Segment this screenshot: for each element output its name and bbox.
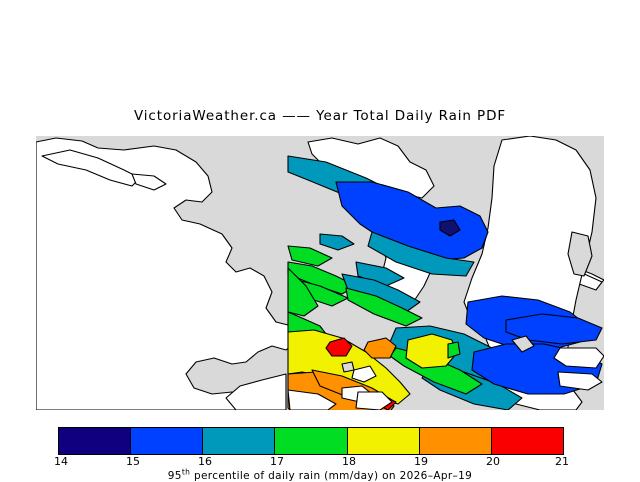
inland-water-1 bbox=[567, 231, 593, 277]
foreground-land-layer bbox=[225, 347, 604, 410]
south-peninsula-white bbox=[225, 373, 287, 410]
region-yellow-hole bbox=[341, 361, 355, 373]
colorbar-swatch-4[interactable] bbox=[347, 428, 420, 454]
region-far-east-hole bbox=[511, 335, 535, 353]
region-islet-teal-2[interactable] bbox=[355, 261, 405, 287]
rain-value-regions[interactable] bbox=[287, 155, 603, 410]
region-central-green-block[interactable] bbox=[287, 267, 319, 317]
colorbar-caption: 95th percentile of daily rain (mm/day) o… bbox=[0, 467, 640, 482]
south-islet-white-1 bbox=[287, 389, 337, 410]
colorbar-swatch-6[interactable] bbox=[491, 428, 563, 454]
caption-rest: percentile of daily rain (mm/day) on 202… bbox=[190, 470, 473, 482]
small-red-island[interactable] bbox=[325, 337, 353, 357]
caption-ordinal-suffix: th bbox=[181, 467, 191, 477]
region-ne-island-south-shelf[interactable] bbox=[367, 231, 475, 277]
colorbar-tick-7: 21 bbox=[555, 455, 569, 468]
region-islet-teal-1[interactable] bbox=[319, 233, 355, 251]
region-north-east-island-notch bbox=[439, 219, 461, 237]
map-panel[interactable] bbox=[36, 136, 604, 410]
colorbar-tick-2: 16 bbox=[198, 455, 212, 468]
rain-percentile-map[interactable] bbox=[36, 136, 604, 410]
colorbar-swatch-0[interactable] bbox=[59, 428, 132, 454]
colorbar-tick-5: 19 bbox=[414, 455, 428, 468]
small-orange-island[interactable] bbox=[363, 337, 397, 359]
far-east-white-tail-2 bbox=[557, 371, 603, 391]
colorbar-tick-1: 15 bbox=[126, 455, 140, 468]
colorbar[interactable] bbox=[58, 427, 564, 455]
south-islet-white-3 bbox=[351, 365, 377, 383]
se-yellow-island-green-edge[interactable] bbox=[447, 341, 461, 359]
se-yellow-island[interactable] bbox=[405, 333, 457, 369]
colorbar-tick-3: 17 bbox=[270, 455, 284, 468]
far-east-white-tail bbox=[553, 347, 604, 369]
colorbar-swatch-5[interactable] bbox=[419, 428, 492, 454]
colorbar-tick-4: 18 bbox=[342, 455, 356, 468]
colorbar-swatch-1[interactable] bbox=[131, 428, 204, 454]
northwest-mainland bbox=[36, 137, 299, 410]
region-central-green-strip-1[interactable] bbox=[287, 245, 333, 267]
colorbar-swatch-2[interactable] bbox=[203, 428, 276, 454]
nw-sliver-island-2 bbox=[131, 173, 167, 191]
page-title: VictoriaWeather.ca —— Year Total Daily R… bbox=[133, 108, 507, 124]
region-east-blue-island-2[interactable] bbox=[505, 313, 603, 345]
colorbar-swatch-3[interactable] bbox=[275, 428, 348, 454]
region-north-east-island[interactable] bbox=[335, 181, 489, 261]
colorbar-tick-labels: 14 15 16 17 18 19 20 21 bbox=[0, 455, 640, 469]
south-islet-white-4 bbox=[355, 391, 393, 410]
colorbar-tick-6: 20 bbox=[486, 455, 500, 468]
caption-prefix: 95 bbox=[167, 470, 182, 482]
region-mid-island-green[interactable] bbox=[345, 287, 423, 327]
colorbar-tick-0: 14 bbox=[54, 455, 68, 468]
colorbar-area: 14 15 16 17 18 19 20 21 95th percentile … bbox=[0, 420, 640, 482]
small-islands-layer[interactable] bbox=[325, 333, 461, 369]
